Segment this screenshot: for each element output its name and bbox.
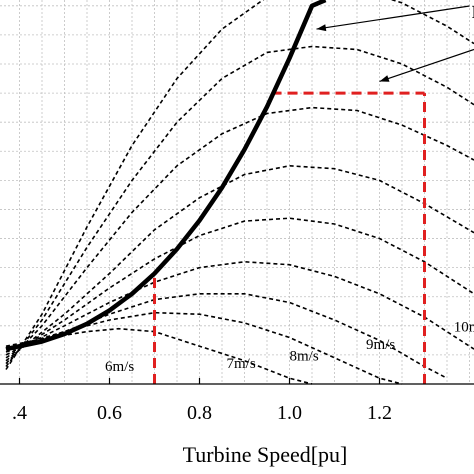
callouts: Pr bbox=[316, 2, 474, 83]
speed-annotations: 6m/s 7m/s 8m/s 9m/s 10m bbox=[105, 320, 474, 375]
red-guide-lines bbox=[153, 91, 426, 384]
x-tick-label: .4 bbox=[12, 402, 27, 424]
callout-arrowhead-0 bbox=[316, 24, 327, 32]
wind-speed-curve-7 bbox=[5, 106, 474, 365]
power-curve-layer bbox=[5, 0, 327, 352]
x-tick-label: 1.2 bbox=[367, 402, 392, 424]
speed-label-0: 6m/s bbox=[105, 359, 134, 375]
power-curve bbox=[5, 0, 327, 352]
speed-label-4: 10m bbox=[454, 320, 474, 336]
wind-speed-curve-9 bbox=[5, 0, 474, 370]
speed-label-3: 9m/s bbox=[366, 337, 395, 353]
x-axis-label: Turbine Speed[pu] bbox=[183, 442, 348, 467]
speed-label-1: 7m/s bbox=[227, 356, 256, 372]
callout-label-0: Pr bbox=[472, 2, 474, 22]
x-tick-label: 1.0 bbox=[277, 402, 302, 424]
callout-arrow-0 bbox=[316, 5, 470, 30]
wind-speed-curve-8 bbox=[5, 45, 474, 367]
speed-label-2: 8m/s bbox=[290, 349, 319, 365]
x-ticks: .4 0.6 0.8 1.0 1.2 bbox=[12, 378, 392, 424]
x-tick-label: 0.6 bbox=[97, 402, 122, 424]
grid bbox=[0, 0, 474, 384]
callout-arrow-1 bbox=[379, 48, 474, 83]
wind-speed-curve-5 bbox=[5, 217, 474, 359]
wind-speed-curve-4 bbox=[5, 260, 474, 356]
callout-arrowhead-1 bbox=[379, 75, 390, 82]
x-tick-label: 0.8 bbox=[187, 402, 212, 424]
wind-speed-curve-6 bbox=[5, 164, 474, 362]
